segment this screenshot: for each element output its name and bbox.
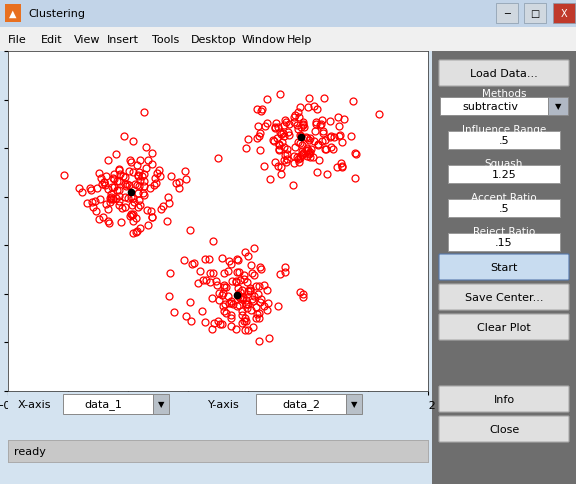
Text: Start: Start [490,262,518,272]
Text: Info: Info [494,394,514,404]
Text: ▼: ▼ [158,400,164,408]
FancyBboxPatch shape [439,314,569,340]
Text: View: View [74,35,100,45]
Bar [524,4,546,24]
Text: Save Center...: Save Center... [465,292,543,302]
Text: Insert: Insert [107,35,138,45]
Bar [553,4,575,24]
Text: Reject Ratio: Reject Ratio [473,227,535,237]
Text: .15: .15 [495,238,513,247]
Bar [496,4,518,24]
Text: ▲: ▲ [9,9,17,19]
FancyBboxPatch shape [439,416,569,442]
Text: Clustering: Clustering [28,9,85,19]
Bar [448,132,560,150]
Text: Load Data...: Load Data... [470,69,538,79]
FancyBboxPatch shape [439,285,569,310]
Text: File: File [8,35,26,45]
Text: Edit: Edit [41,35,62,45]
X-axis label: X: X [214,416,222,429]
Text: ready: ready [14,446,46,456]
Text: Methods: Methods [482,89,526,99]
Text: data_1: data_1 [84,399,122,409]
Text: .5: .5 [499,136,509,146]
Text: data_2: data_2 [282,399,320,409]
Text: ─: ─ [504,9,510,19]
Text: .5: .5 [499,204,509,213]
FancyBboxPatch shape [439,386,569,412]
Text: Window: Window [242,35,286,45]
Bar [448,233,560,252]
Text: Help: Help [287,35,313,45]
Bar [440,98,548,116]
Text: □: □ [530,9,540,19]
Text: Tools: Tools [151,35,179,45]
Text: Squash: Squash [485,159,523,168]
Text: subtractiv: subtractiv [462,102,518,112]
Text: Desktop: Desktop [191,35,236,45]
Text: X: X [560,9,567,19]
Text: X-axis: X-axis [18,399,51,409]
Bar [346,394,362,414]
Bar [63,394,153,414]
FancyBboxPatch shape [439,255,569,280]
FancyBboxPatch shape [439,61,569,87]
Bar [448,166,560,183]
Text: 1.25: 1.25 [492,170,516,180]
Text: ▼: ▼ [351,400,357,408]
Bar [256,394,346,414]
Text: Influence Range: Influence Range [462,125,546,135]
Text: Clear Plot: Clear Plot [477,322,531,333]
Bar [153,394,169,414]
Bar [448,199,560,217]
Text: Y-axis: Y-axis [208,399,240,409]
Bar [5,5,21,23]
Bar [548,98,568,116]
Text: Accept Ratio: Accept Ratio [471,193,537,203]
Text: ▼: ▼ [555,102,561,111]
Text: Close: Close [489,424,519,434]
